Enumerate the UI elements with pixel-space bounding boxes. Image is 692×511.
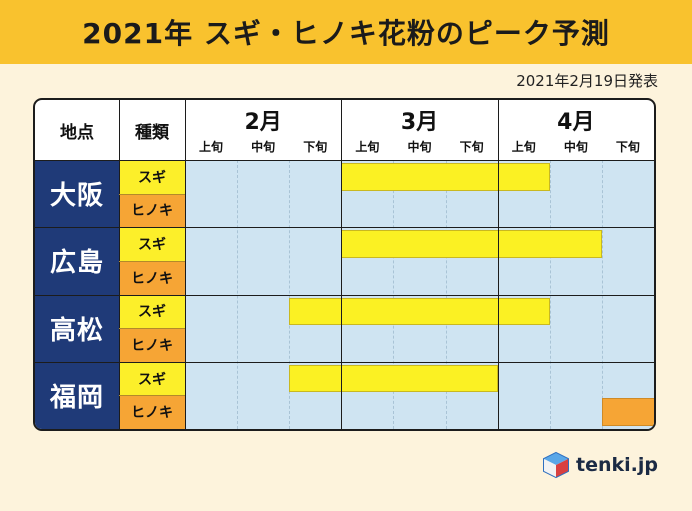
month-label-3: 4月 bbox=[557, 110, 595, 135]
type-sugi: スギ bbox=[119, 294, 185, 329]
column-divider bbox=[497, 100, 499, 429]
type-sugi: スギ bbox=[119, 160, 185, 194]
type-header: 種類 bbox=[135, 122, 169, 143]
column-divider bbox=[119, 100, 120, 429]
sugi-peak-bar bbox=[289, 297, 550, 326]
pollen-peak-table: 地点 種類 2月 上旬 中旬 下旬 3月 上旬 中旬 下旬 4月 上旬 中旬 下旬 大阪 スギ ヒノキ 広島ス… bbox=[33, 98, 656, 431]
type-sugi: スギ bbox=[119, 227, 185, 261]
type-sugi: スギ bbox=[119, 361, 185, 396]
page-title: 2021年 スギ・ヒノキ花粉のピーク予測 bbox=[82, 17, 610, 50]
dekad-label: 中旬 bbox=[251, 140, 276, 154]
sugi-peak-bar bbox=[341, 230, 602, 258]
tenki-logo-icon bbox=[543, 451, 570, 479]
title-banner: 2021年 スギ・ヒノキ花粉のピーク予測 bbox=[0, 0, 692, 64]
dekad-label: 中旬 bbox=[407, 140, 432, 154]
region-name: 広島 bbox=[35, 227, 119, 295]
dekad-label: 中旬 bbox=[563, 140, 588, 154]
type-divider bbox=[119, 395, 185, 397]
dekad-label: 下旬 bbox=[459, 140, 484, 154]
brand-name: tenki.jp bbox=[576, 454, 658, 476]
dekad-label: 上旬 bbox=[199, 140, 224, 154]
row-divider bbox=[35, 294, 654, 296]
row-divider bbox=[35, 227, 654, 229]
sugi-peak-bar bbox=[341, 163, 550, 191]
region-name: 高松 bbox=[35, 294, 119, 362]
announcement-date: 2021年2月19日発表 bbox=[516, 72, 658, 90]
dekad-label: 上旬 bbox=[355, 140, 380, 154]
sugi-peak-bar bbox=[289, 364, 498, 393]
dekad-label: 下旬 bbox=[615, 140, 640, 154]
month-label-2: 3月 bbox=[400, 110, 439, 135]
type-hinoki: ヒノキ bbox=[119, 193, 185, 228]
brand-logo: tenki.jp bbox=[542, 451, 658, 479]
column-divider bbox=[185, 100, 186, 429]
type-divider bbox=[119, 193, 185, 195]
month-label-1: 2月 bbox=[244, 110, 282, 135]
type-divider bbox=[119, 328, 185, 330]
type-hinoki: ヒノキ bbox=[119, 260, 185, 295]
row-divider bbox=[35, 160, 654, 161]
type-divider bbox=[119, 260, 185, 262]
region-name: 大阪 bbox=[35, 160, 119, 228]
type-hinoki: ヒノキ bbox=[119, 395, 185, 429]
row-divider bbox=[35, 361, 654, 363]
region-name: 福岡 bbox=[35, 361, 119, 429]
dekad-label: 下旬 bbox=[303, 140, 328, 154]
dekad-label: 上旬 bbox=[511, 140, 536, 154]
column-divider bbox=[341, 100, 343, 429]
location-header: 地点 bbox=[60, 122, 94, 143]
hinoki-peak-bar bbox=[601, 398, 654, 426]
type-hinoki: ヒノキ bbox=[119, 328, 185, 362]
